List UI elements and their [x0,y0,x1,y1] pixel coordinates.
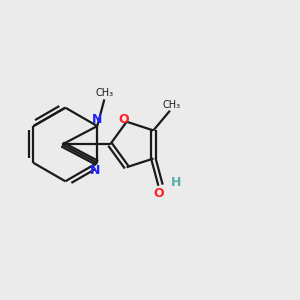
Text: O: O [118,113,129,126]
Text: H: H [171,176,181,189]
Text: N: N [90,164,100,177]
Text: O: O [153,187,164,200]
Text: N: N [92,113,102,126]
Text: CH₃: CH₃ [95,88,113,98]
Text: CH₃: CH₃ [163,100,181,110]
